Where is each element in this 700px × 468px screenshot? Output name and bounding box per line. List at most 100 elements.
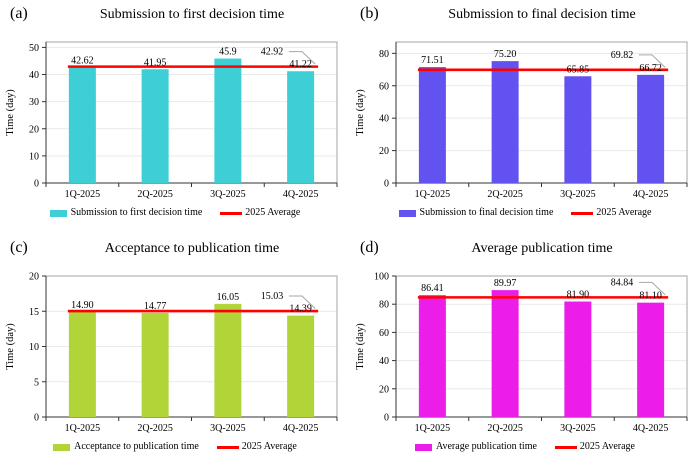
y-tick-label: 15 (29, 307, 39, 318)
y-tick-label: 20 (379, 146, 389, 157)
bar-3Q-2025 (214, 58, 242, 183)
y-tick-label: 10 (29, 342, 39, 353)
plot-b: 0 20 40 60 80 1Q-2025 2Q-2025 3Q-2025 4Q-2025 Tim… (355, 41, 688, 200)
panel-letter-b: (b) (360, 5, 379, 22)
y-tick-label: 20 (379, 384, 389, 395)
x-category-label: 4Q-2025 (633, 189, 669, 200)
legend-average-line-icon (220, 211, 243, 215)
bar-value-label: 14.39 (289, 304, 312, 315)
y-axis-title: Time (day) (355, 89, 366, 136)
x-category-label: 1Q-2025 (415, 189, 451, 200)
legend-bar-swatch-icon (415, 443, 433, 451)
y-tick-label: 100 (374, 272, 389, 283)
bar-value-label: 41.95 (144, 57, 167, 68)
average-leader-line (289, 295, 316, 309)
bar-1Q-2025 (418, 67, 446, 183)
x-category-label: 1Q-2025 (65, 423, 101, 434)
chart-title-b: Submission to final decision time (448, 7, 636, 22)
x-category-label: 2Q-2025 (487, 423, 523, 434)
x-category-label: 2Q-2025 (137, 423, 173, 434)
x-category-label: 3Q-2025 (210, 423, 246, 434)
y-tick-label: 40 (379, 356, 389, 367)
bar-value-label: 89.97 (494, 278, 517, 289)
x-category-label: 2Q-2025 (487, 189, 523, 200)
legend-bar-swatch-icon (49, 209, 67, 217)
bar-value-label: 45.9 (219, 47, 237, 58)
bar-4Q-2025 (287, 71, 315, 183)
legend-a: Submission to first decision time 2025 Av… (0, 207, 350, 219)
legend-average-label: 2025 Average (596, 207, 652, 218)
legend-average-line-icon (554, 445, 577, 449)
average-leader-line (289, 51, 316, 65)
legend-b: Submission to final decision time 2025 Av… (350, 207, 700, 219)
plot-c: 0 5 10 15 20 1Q-2025 2Q-2025 3Q-2025 4Q-2025 Time… (5, 272, 338, 434)
x-category-label: 3Q-2025 (560, 423, 596, 434)
bar-4Q-2025 (287, 315, 315, 417)
legend-average-label: 2025 Average (579, 441, 635, 452)
bar-3Q-2025 (564, 76, 592, 183)
bar-4Q-2025 (637, 74, 665, 183)
y-tick-label: 20 (29, 124, 39, 135)
x-category-label: 4Q-2025 (633, 423, 669, 434)
legend-average-label: 2025 Average (241, 441, 297, 452)
legend-d: Average publication time 2025 Average (350, 441, 700, 453)
bar-value-label: 81.10 (639, 291, 662, 302)
bar-3Q-2025 (214, 303, 242, 417)
average-value-label: 84.84 (611, 277, 634, 288)
y-tick-label: 5 (34, 377, 39, 388)
chart-title-d: Average publication time (471, 241, 613, 256)
legend-average-line-icon (571, 211, 594, 215)
legend-series-label: Submission to first decision time (70, 207, 203, 218)
average-leader-line (639, 281, 666, 296)
bar-1Q-2025 (68, 67, 96, 183)
bar-2Q-2025 (141, 69, 169, 183)
bar-3Q-2025 (564, 301, 592, 417)
y-tick-label: 80 (379, 49, 389, 60)
average-leader-line (639, 54, 666, 68)
x-category-label: 4Q-2025 (283, 423, 319, 434)
y-axis-title: Time (day) (5, 89, 16, 136)
y-tick-label: 40 (29, 70, 39, 81)
panel-letter-c: (c) (10, 239, 28, 256)
bar-value-label: 71.51 (421, 55, 444, 66)
y-tick-label: 60 (379, 81, 389, 92)
y-tick-label: 40 (379, 114, 389, 125)
x-category-label: 1Q-2025 (65, 189, 101, 200)
legend-c: Acceptance to publication time 2025 Avera… (0, 441, 350, 453)
legend-series-label: Acceptance to publication time (74, 441, 199, 452)
bar-value-label: 66.72 (639, 63, 662, 74)
x-category-label: 1Q-2025 (415, 423, 451, 434)
panel-letter-a: (a) (10, 5, 28, 22)
chart-panel-c: (c) Acceptance to publication time 0 5 10 15 2… (0, 234, 350, 468)
y-tick-label: 60 (379, 328, 389, 339)
chart-panel-d: (d) Average publication time 0 20 40 60 80 100 1… (350, 234, 700, 468)
bar-value-label: 81.90 (567, 290, 590, 301)
bar-value-label: 16.05 (217, 292, 240, 303)
average-value-label: 42.92 (261, 47, 284, 58)
bar-1Q-2025 (418, 295, 446, 417)
legend-series-label: Average publication time (436, 441, 537, 452)
y-tick-label: 0 (34, 413, 39, 424)
legend-bar-swatch-icon (53, 443, 71, 451)
legend-average-label: 2025 Average (245, 207, 301, 218)
chart-panel-b: (b) Submission to final decision time 0 20 4… (350, 0, 700, 234)
y-tick-label: 30 (29, 97, 39, 108)
legend-bar-swatch-icon (398, 209, 416, 217)
y-tick-label: 0 (384, 179, 389, 190)
x-category-label: 2Q-2025 (137, 189, 173, 200)
bar-value-label: 41.22 (289, 59, 312, 70)
x-category-label: 3Q-2025 (560, 189, 596, 200)
bar-value-label: 42.62 (71, 55, 94, 66)
legend-series-label: Submission to final decision time (419, 207, 554, 218)
bar-value-label: 65.85 (567, 64, 590, 75)
x-category-label: 4Q-2025 (283, 189, 319, 200)
y-tick-label: 0 (384, 413, 389, 424)
y-axis-title: Time (day) (355, 323, 366, 370)
chart-panel-a: (a) Submission to first decision time 0 10 2… (0, 0, 350, 234)
y-tick-label: 20 (29, 272, 39, 283)
bar-value-label: 86.41 (421, 283, 444, 294)
chart-title-c: Acceptance to publication time (104, 241, 280, 256)
y-tick-label: 50 (29, 43, 39, 54)
bar-1Q-2025 (68, 311, 96, 417)
